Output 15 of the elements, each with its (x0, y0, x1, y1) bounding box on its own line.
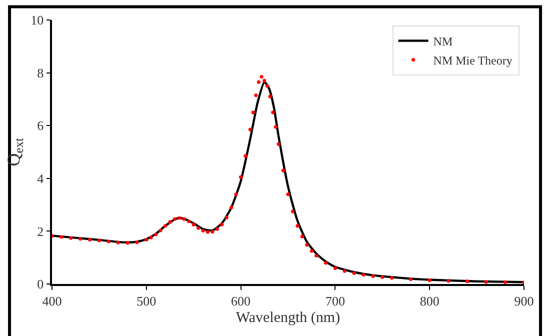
x-tick-label: 500 (136, 293, 156, 308)
y-tick-label: 2 (37, 224, 44, 239)
y-tick-label: 10 (30, 12, 44, 28)
y-tick-label: 8 (37, 65, 44, 80)
x-tick-label: 700 (325, 293, 345, 308)
x-tick-label: 800 (420, 293, 440, 308)
legend-label: NM Mie Theory (433, 53, 512, 68)
y-tick-label: 6 (37, 118, 44, 134)
legend-label: NM (433, 34, 453, 48)
y-tick-label: 4 (37, 170, 44, 186)
y-tick-label: 0 (37, 276, 44, 292)
x-tick-label: 400 (42, 293, 62, 308)
x-tick-label: 900 (514, 293, 534, 308)
x-axis-title: Wavelength (nm) (236, 310, 340, 326)
x-tick-label: 600 (231, 293, 251, 308)
